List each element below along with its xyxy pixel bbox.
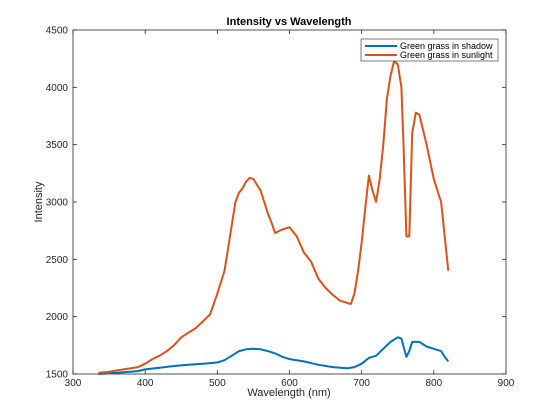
y-tick-label: 4000: [46, 83, 69, 94]
y-tick-label: 4500: [46, 26, 69, 37]
x-tick-label: 500: [209, 378, 226, 389]
y-tick-label: 2500: [46, 255, 69, 266]
y-tick-label: 1500: [46, 370, 69, 381]
y-tick-label: 2000: [46, 312, 69, 323]
legend-label: Green grass in sunlight: [400, 50, 493, 60]
y-axis-label: Intensity: [33, 181, 45, 222]
y-tick-label: 3500: [46, 140, 69, 151]
chart-title: Intensity vs Wavelength: [227, 16, 352, 28]
x-tick-label: 900: [498, 378, 515, 389]
x-tick-label: 700: [353, 378, 370, 389]
y-tick-label: 3000: [46, 198, 69, 209]
x-tick-label: 400: [137, 378, 154, 389]
x-tick-label: 800: [425, 378, 442, 389]
x-axis-label: Wavelength (nm): [247, 387, 330, 399]
